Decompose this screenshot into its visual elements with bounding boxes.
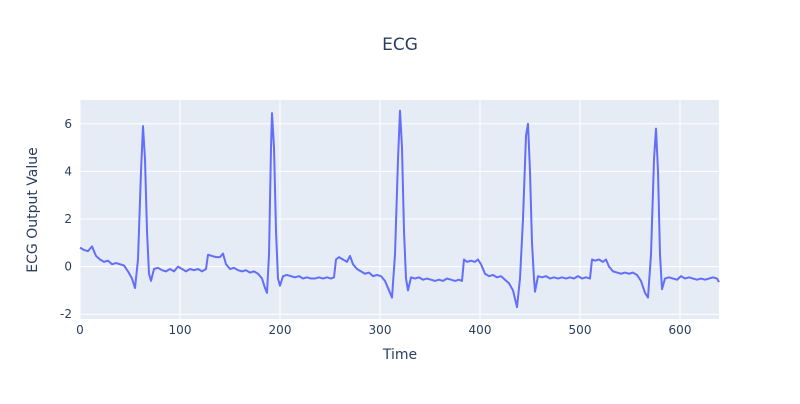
x-tick-label: 300 (369, 323, 392, 337)
x-tick-label: 100 (169, 323, 192, 337)
y-tick-label: -2 (60, 307, 72, 321)
x-axis-title: Time (382, 347, 417, 363)
chart-title: ECG (382, 35, 418, 55)
x-tick-label: 600 (669, 323, 692, 337)
marks (79, 109, 720, 309)
grid (79, 100, 719, 319)
line-series (79, 109, 720, 309)
x-tick-label: 500 (569, 323, 592, 337)
y-axis-title: ECG Output Value (25, 147, 41, 272)
x-tick-label: 200 (269, 323, 292, 337)
y-tick-label: 0 (64, 260, 72, 274)
x-tick-label: 400 (469, 323, 492, 337)
y-tick-label: 2 (64, 212, 72, 226)
y-tick-label: 4 (64, 164, 72, 178)
x-tick-label: 0 (76, 323, 84, 337)
y-tick-label: 6 (64, 117, 72, 131)
